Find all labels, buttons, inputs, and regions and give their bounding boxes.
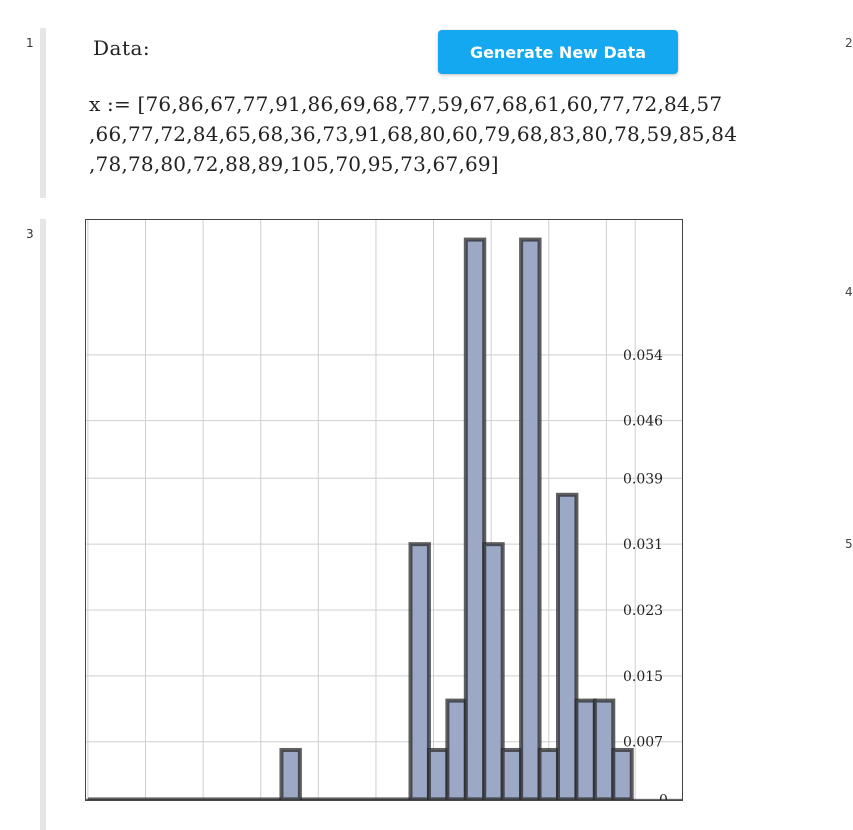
- line-number-1: 1: [26, 36, 34, 50]
- x-tick-label-30: 30: [255, 798, 273, 801]
- histogram-bar-7: [519, 237, 542, 801]
- histogram-bar-6: [500, 747, 524, 801]
- generate-new-data-button[interactable]: Generate New Data: [438, 30, 678, 74]
- y-tick-label-0: 0: [659, 792, 668, 801]
- data-heading: Data:: [93, 36, 151, 60]
- x-tick-label-10: 10: [140, 798, 158, 801]
- histogram-bar-10: [574, 698, 597, 801]
- histogram-bar-8: [537, 747, 560, 801]
- histogram-bar-0: [279, 747, 302, 801]
- histogram-bar-11: [592, 698, 616, 801]
- x-tick-label-90: 90: [600, 798, 618, 801]
- x-tick-label-70: 70: [485, 798, 503, 801]
- histogram-chart[interactable]: 0 10 20 30 40 50 60 70 80 90 0 0.007 0.015 0.023 0.031…: [85, 219, 683, 801]
- edge-line-number-4: 4: [845, 285, 853, 299]
- y-tick-label-5: 0.039: [623, 471, 663, 487]
- y-tick-label-4: 0.031: [623, 537, 663, 553]
- line-number-3: 3: [26, 227, 34, 241]
- data-line-3: ,78,78,80,72,88,89,105,70,95,73,67,69]: [89, 152, 499, 176]
- edge-line-number-5: 5: [845, 537, 853, 551]
- cell3-gutter-bar: [40, 219, 46, 830]
- x-tick-label-80: 80: [543, 798, 561, 801]
- data-line-2: ,66,77,72,84,65,68,36,73,91,68,80,60,79,…: [89, 122, 738, 146]
- cell1-gutter-bar: [40, 28, 46, 198]
- x-tick-label-0: 0: [86, 798, 95, 801]
- histogram-bar-3: [445, 698, 468, 801]
- x-tick-label-60: 60: [428, 798, 446, 801]
- y-tick-label-1: 0.007: [623, 735, 663, 751]
- x-tick-label-40: 40: [312, 798, 330, 801]
- histogram-bar-4: [463, 237, 487, 801]
- x-tick-label-50: 50: [370, 798, 388, 801]
- edge-line-number-2: 2: [845, 36, 853, 50]
- y-tick-label-7: 0.054: [623, 348, 663, 364]
- y-tick-label-3: 0.023: [623, 603, 663, 619]
- chart-frame: [85, 219, 683, 801]
- y-tick-label-2: 0.015: [623, 669, 663, 685]
- histogram-bar-1: [408, 542, 431, 801]
- y-tick-label-6: 0.046: [623, 414, 663, 430]
- histogram-bar-9: [555, 492, 579, 801]
- data-line-1: x := [76,86,67,77,91,86,69,68,77,59,67,6…: [89, 92, 723, 116]
- histogram-bar-12: [611, 747, 634, 801]
- histogram-bar-2: [426, 747, 450, 801]
- histogram-bar-5: [482, 542, 505, 801]
- x-tick-label-20: 20: [197, 798, 215, 801]
